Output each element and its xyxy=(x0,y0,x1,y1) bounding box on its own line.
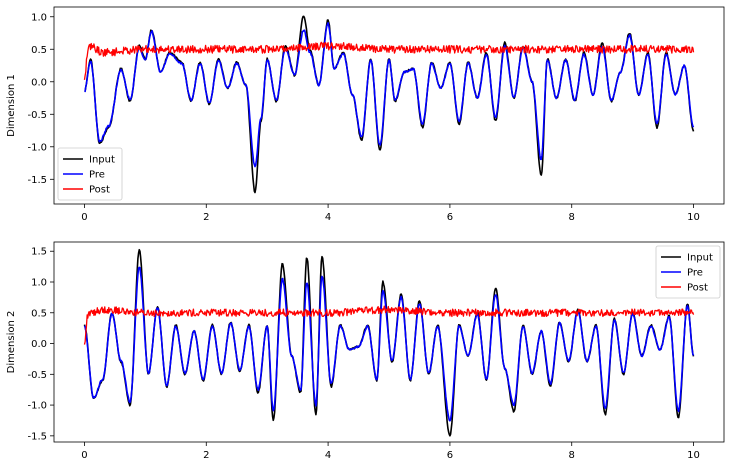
legend-label-input: Input xyxy=(687,253,713,264)
x-tick-label: 4 xyxy=(325,212,331,223)
subplot-1: 0 2 4 6 8 10 1.0 0.5 0.0 -0.5 -1.0 -1.5 Dimension 1 I… xyxy=(6,6,725,223)
plots: 0 2 4 6 8 10 1.0 0.5 0.0 -0.5 -1.0 -1.5 Dimension 1 I… xyxy=(6,6,725,461)
series-pre-line xyxy=(84,22,695,168)
subplot-2: 0 2 4 6 8 10 1.5 1.0 0.5 0.0 -0.5 -1.0 -1.5 Dimension… xyxy=(6,241,725,461)
y-tick-label: 0.0 xyxy=(31,77,47,88)
x-tick-label: 10 xyxy=(687,450,700,461)
x-tick-label: 0 xyxy=(81,212,87,223)
y-tick-label: 1.5 xyxy=(31,247,47,258)
series-pre-line xyxy=(83,266,695,422)
axes-frame xyxy=(53,6,725,205)
legend-label-pre: Pre xyxy=(687,268,703,279)
y-axis-label: Dimension 2 xyxy=(6,311,17,374)
legend-box xyxy=(57,147,123,201)
x-tick-label: 6 xyxy=(447,450,453,461)
y-tick-label: 0.5 xyxy=(31,45,47,56)
y-tick-label: 0.5 xyxy=(31,308,47,319)
x-tick-label: 0 xyxy=(81,450,87,461)
y-tick-label: -0.5 xyxy=(27,370,47,381)
x-tick-label: 8 xyxy=(569,450,575,461)
y-tick-label: 1.0 xyxy=(31,12,47,23)
x-tick-label: 10 xyxy=(687,212,700,223)
y-tick-label: 1.0 xyxy=(31,278,47,289)
x-tick-label: 4 xyxy=(325,450,331,461)
legend-label-post: Post xyxy=(687,283,708,294)
legend-box xyxy=(655,245,721,299)
y-tick-label: -1.5 xyxy=(27,175,47,186)
x-tick-label: 6 xyxy=(447,212,453,223)
series-post-line xyxy=(83,305,695,345)
x-tick-label: 2 xyxy=(203,212,209,223)
x-tick-label: 2 xyxy=(203,450,209,461)
series-lines xyxy=(83,248,695,437)
legend: Input Pre Post xyxy=(57,147,123,201)
legend-label-input: Input xyxy=(89,155,115,166)
y-tick-label: -1.0 xyxy=(27,142,47,153)
y-axis-label: Dimension 1 xyxy=(6,74,17,137)
legend-label-post: Post xyxy=(89,185,110,196)
y-tick-label: 0.0 xyxy=(31,339,47,350)
series-post-line xyxy=(83,41,695,81)
y-tick-label: -1.5 xyxy=(27,431,47,442)
y-tick-label: -0.5 xyxy=(27,110,47,121)
legend-label-pre: Pre xyxy=(89,170,105,181)
y-tick-label: -1.0 xyxy=(27,401,47,412)
x-tick-label: 8 xyxy=(569,212,575,223)
axes-frame xyxy=(53,241,725,443)
series-lines xyxy=(83,15,695,194)
legend: Input Pre Post xyxy=(655,245,721,299)
